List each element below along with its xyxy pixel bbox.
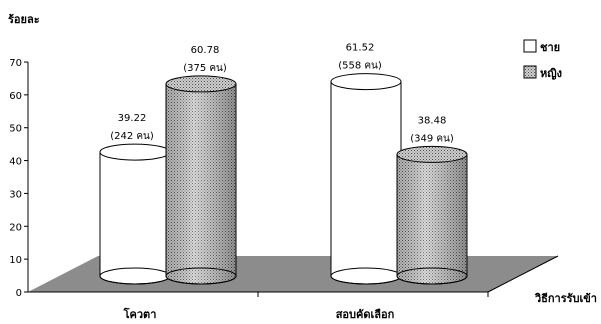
- y-tick-label: 0: [16, 288, 22, 299]
- x-axis-title: วิธีการรับเข้า: [534, 292, 597, 305]
- bar-top-ellipse: [165, 75, 237, 93]
- data-count-label: (242 คน): [110, 131, 154, 142]
- legend-label-male: ชาย: [540, 41, 560, 54]
- bar-base-ellipse: [165, 267, 237, 285]
- legend-swatch-male: [523, 39, 537, 53]
- bar-top-ellipse: [330, 73, 402, 91]
- bar-female-exam: [396, 145, 468, 285]
- y-axis-title: ร้อยละ: [8, 13, 40, 26]
- y-tick-label: 30: [9, 189, 22, 200]
- data-value-label: 60.78: [191, 45, 220, 56]
- data-value-label: 61.52: [346, 43, 375, 54]
- legend-swatch-female: [523, 65, 537, 79]
- x-axis-depth-line: [487, 255, 559, 293]
- y-tick-label: 20: [9, 222, 22, 233]
- legend-item-male: ชาย: [523, 39, 560, 54]
- legend-label-female: หญิง: [540, 67, 562, 80]
- bar-shading: [397, 154, 467, 284]
- bar-body: [99, 151, 171, 285]
- y-tick-label: 50: [9, 124, 22, 135]
- y-tick-label: 10: [9, 255, 22, 266]
- data-value-label: 39.22: [118, 113, 147, 124]
- bar-shading: [166, 83, 236, 284]
- y-tick-label: 60: [9, 91, 22, 102]
- y-tick-label: 40: [9, 157, 22, 168]
- data-count-label: (375 คน): [183, 63, 227, 74]
- x-category-label: สอบคัดเลือก: [336, 308, 395, 321]
- bar-male-quota: [99, 143, 171, 285]
- bar-body: [330, 81, 402, 285]
- bar-top-ellipse: [99, 143, 171, 161]
- data-count-label: (349 คน): [410, 133, 454, 144]
- y-tick-label: 70: [9, 58, 22, 69]
- x-category-label: โควตา: [123, 307, 157, 321]
- data-value-label: 38.48: [418, 115, 447, 126]
- legend-item-female: หญิง: [523, 65, 562, 80]
- data-count-label: (558 คน): [338, 61, 382, 72]
- bar-male-exam: [330, 73, 402, 285]
- bar-base-ellipse: [396, 267, 468, 285]
- bar-top-ellipse: [396, 145, 468, 163]
- bar-female-quota: [165, 75, 237, 285]
- legend: ชาย หญิง: [523, 39, 562, 80]
